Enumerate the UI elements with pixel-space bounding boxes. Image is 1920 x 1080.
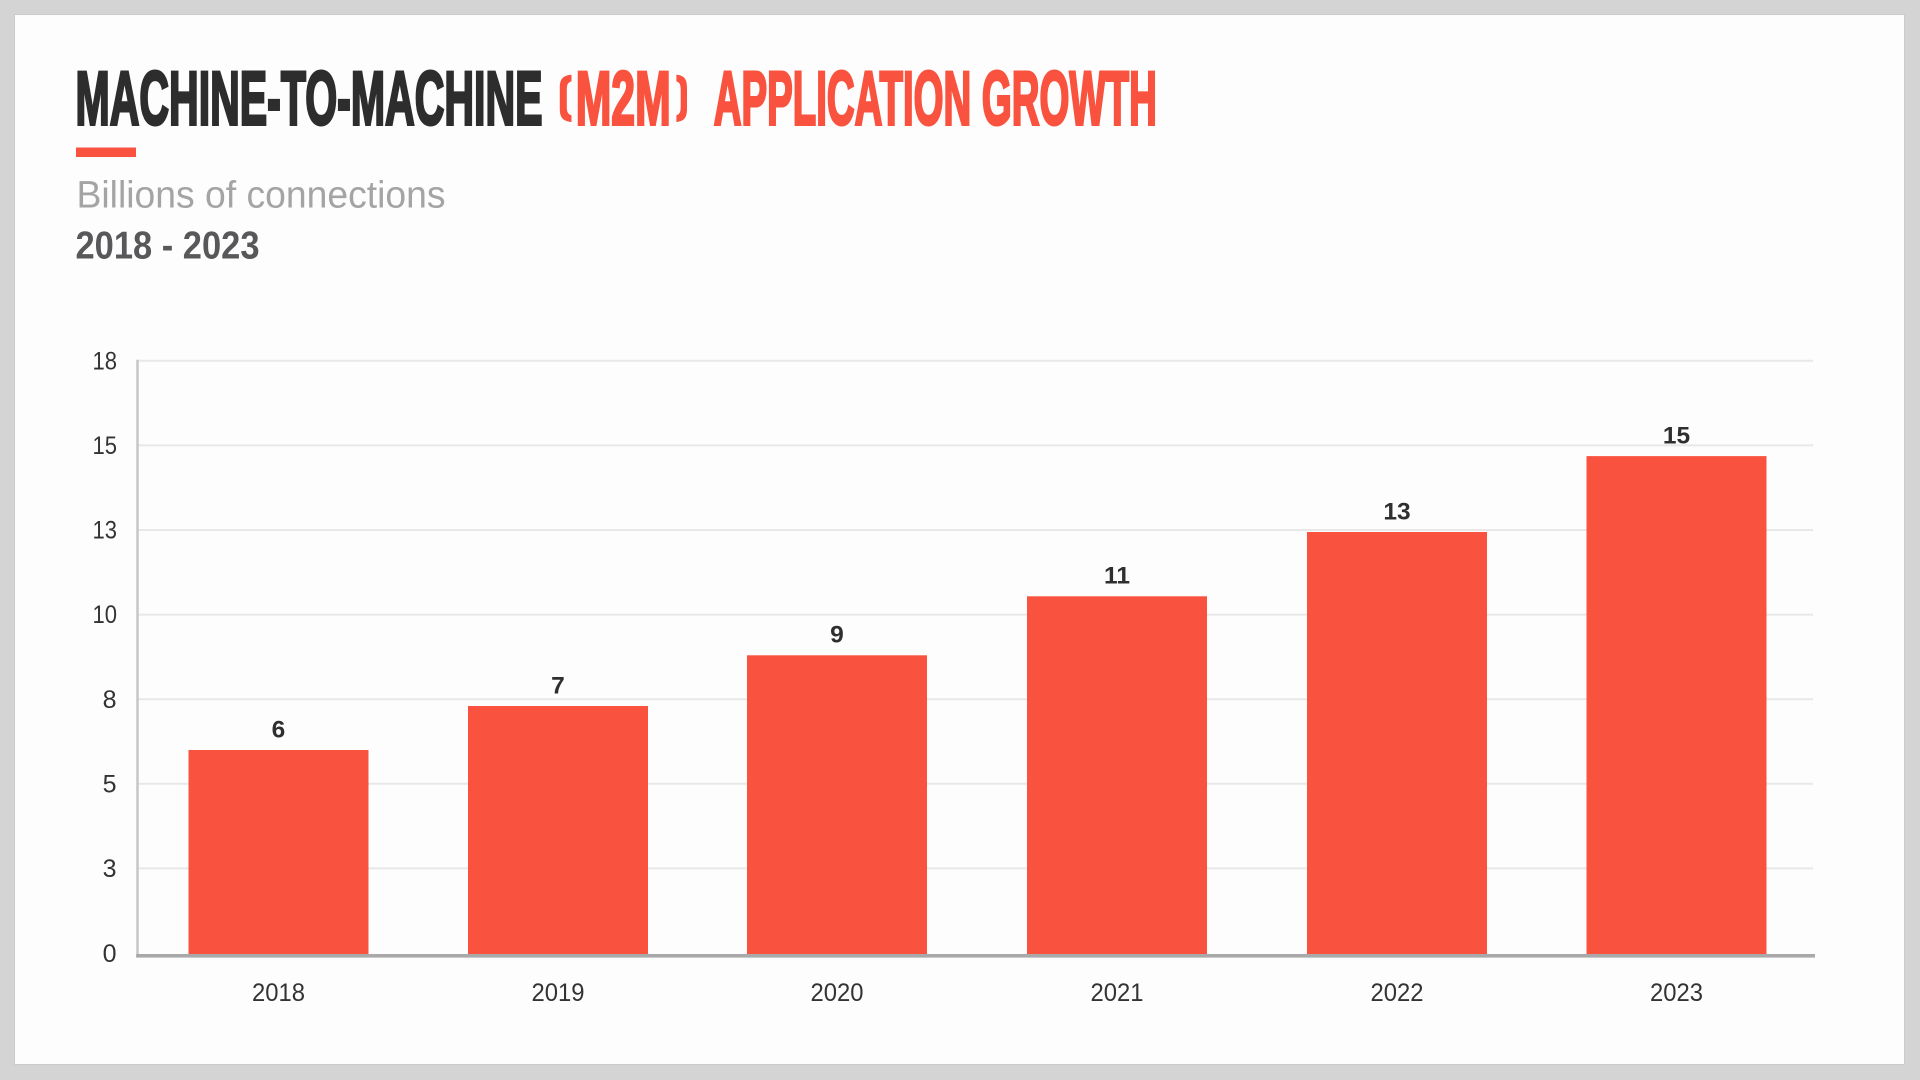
svg-text:15: 15 bbox=[1663, 423, 1690, 450]
svg-text:10: 10 bbox=[93, 601, 118, 629]
svg-text:13: 13 bbox=[93, 517, 118, 545]
svg-text:7: 7 bbox=[551, 672, 565, 699]
svg-text:Billions of connections: Billions of connections bbox=[77, 175, 446, 217]
svg-text:2020: 2020 bbox=[811, 979, 864, 1007]
svg-text:M2M: M2M bbox=[576, 57, 671, 142]
svg-text:2018 - 2023: 2018 - 2023 bbox=[76, 225, 260, 268]
svg-text:2023: 2023 bbox=[1650, 979, 1703, 1007]
svg-text:0: 0 bbox=[103, 940, 117, 968]
svg-text:MACHINE-TO-MACHINE: MACHINE-TO-MACHINE bbox=[76, 57, 543, 142]
svg-text:2019: 2019 bbox=[532, 979, 585, 1007]
svg-text:3: 3 bbox=[103, 855, 117, 883]
svg-text:2021: 2021 bbox=[1091, 979, 1144, 1007]
svg-text:13: 13 bbox=[1383, 498, 1410, 525]
svg-text:6: 6 bbox=[272, 716, 286, 743]
svg-text:5: 5 bbox=[103, 770, 117, 798]
svg-text:9: 9 bbox=[830, 622, 844, 649]
svg-text:18: 18 bbox=[93, 347, 118, 375]
svg-text:2022: 2022 bbox=[1371, 979, 1424, 1007]
svg-text:APPLICATION GROWTH: APPLICATION GROWTH bbox=[714, 57, 1157, 142]
svg-text:15: 15 bbox=[93, 432, 118, 460]
svg-text:2018: 2018 bbox=[252, 979, 305, 1007]
svg-text:8: 8 bbox=[103, 686, 117, 714]
svg-text:11: 11 bbox=[1104, 563, 1130, 590]
